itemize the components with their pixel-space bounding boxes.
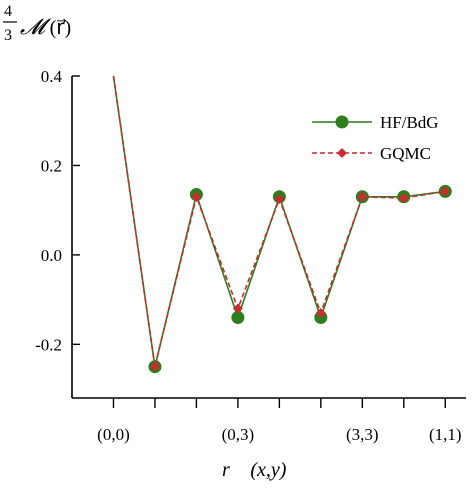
data-point-diamond — [149, 361, 160, 372]
data-point-diamond — [315, 308, 326, 319]
legend-label: HF/BdG — [380, 113, 439, 132]
y-tick-label: -0.2 — [35, 335, 62, 354]
legend: HF/BdG GQMC — [312, 113, 439, 163]
x-tick-label: (3,3) — [346, 425, 379, 444]
x-tick-label: (0,3) — [222, 425, 255, 444]
x-axis-args: (x,y) — [250, 459, 286, 481]
data-point-circle — [231, 311, 245, 324]
x-axis-vector: r⃗ — [222, 459, 245, 481]
data-point-diamond — [398, 193, 409, 204]
y-axis-title: 4 3 𝓜 (r⃗) — [4, 0, 71, 45]
x-ticks: (0,0) (0,3) (3,3) (1,1) — [97, 398, 462, 444]
series-gqmc — [112, 76, 451, 372]
x-tick-label: (1,1) — [429, 425, 462, 444]
data-point-diamond — [357, 191, 368, 202]
x-axis-title: r⃗ (x,y) — [222, 459, 287, 481]
data-point-diamond — [232, 303, 243, 314]
y-axis-symbol: 𝓜 — [20, 14, 51, 39]
data-point-diamond — [274, 193, 285, 204]
y-axis-fraction-numerator: 4 — [4, 3, 12, 20]
legend-label: GQMC — [380, 144, 431, 163]
legend-marker-circle — [335, 115, 349, 129]
data-point-diamond — [440, 186, 451, 197]
data-point-diamond — [191, 191, 202, 202]
y-axis-fraction-denominator: 3 — [4, 27, 12, 44]
series-layer — [112, 76, 452, 374]
y-ticks: 0.4 0.2 0.0 -0.2 — [35, 67, 80, 354]
x-tick-label: (0,0) — [97, 425, 130, 444]
y-axis-argument: (r⃗) — [50, 17, 72, 39]
y-tick-label: 0.0 — [41, 246, 62, 265]
y-tick-label: 0.2 — [41, 156, 62, 175]
y-tick-label: 0.4 — [41, 67, 63, 86]
legend-marker-diamond — [337, 148, 347, 158]
